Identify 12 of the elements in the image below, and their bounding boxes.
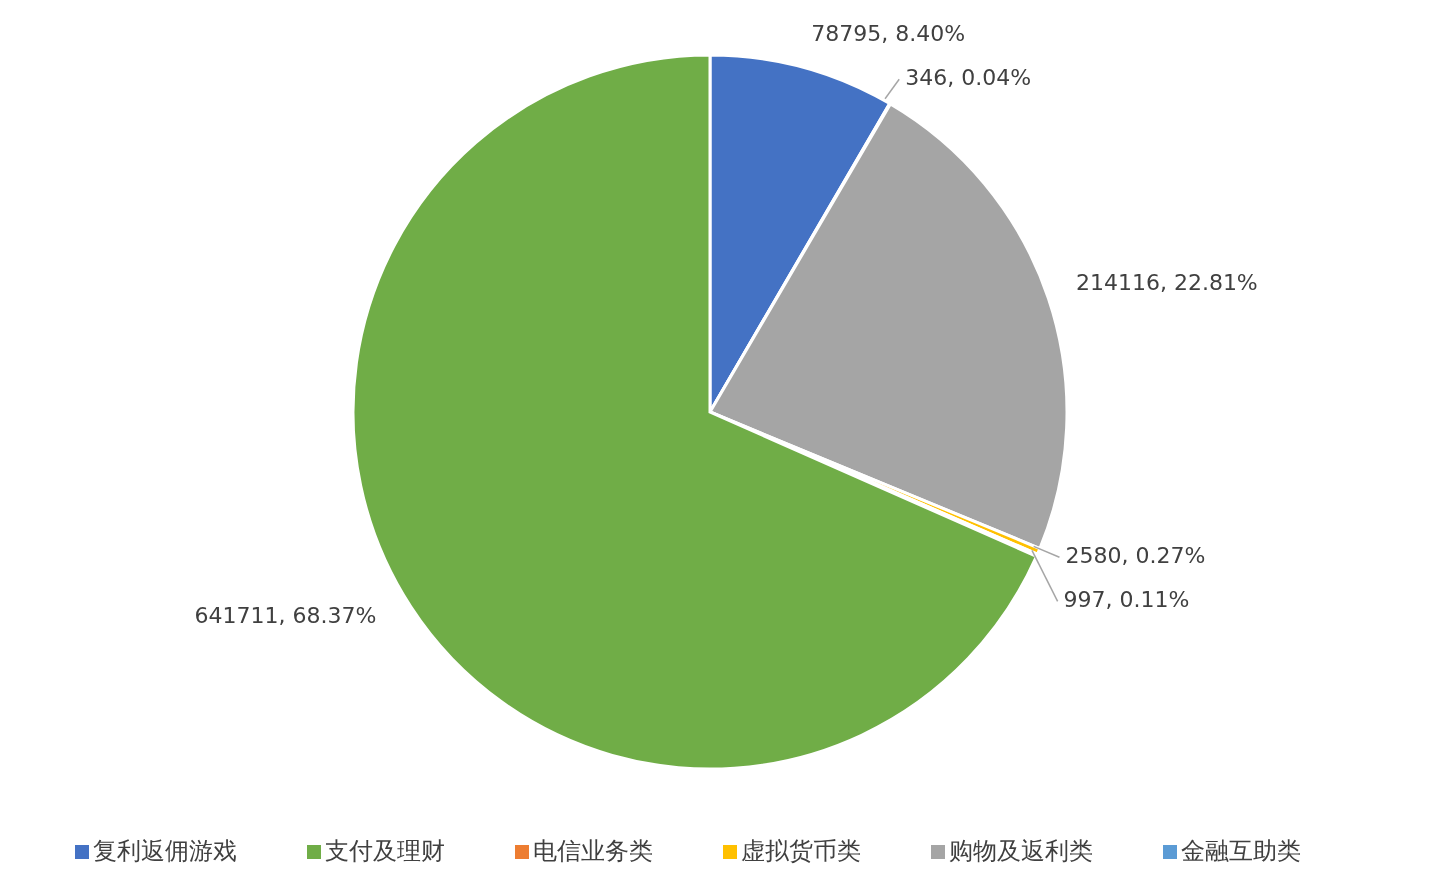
legend-label: 电信业务类 — [533, 837, 653, 865]
data-label: 214116, 22.81% — [1075, 270, 1258, 296]
legend-label: 金融互助类 — [1181, 837, 1301, 865]
data-label: 997, 0.11% — [1063, 587, 1190, 613]
data-label: 346, 0.04% — [905, 65, 1032, 91]
legend-label: 虚拟货币类 — [741, 837, 861, 865]
data-label: 641711, 68.37% — [194, 603, 377, 629]
legend-label: 复利返佣游戏 — [93, 837, 237, 865]
legend-label: 支付及理财 — [325, 837, 445, 865]
data-label: 2580, 0.27% — [1065, 543, 1206, 569]
legend-label: 购物及返利类 — [949, 837, 1093, 865]
data-label: 78795, 8.40% — [811, 21, 966, 47]
